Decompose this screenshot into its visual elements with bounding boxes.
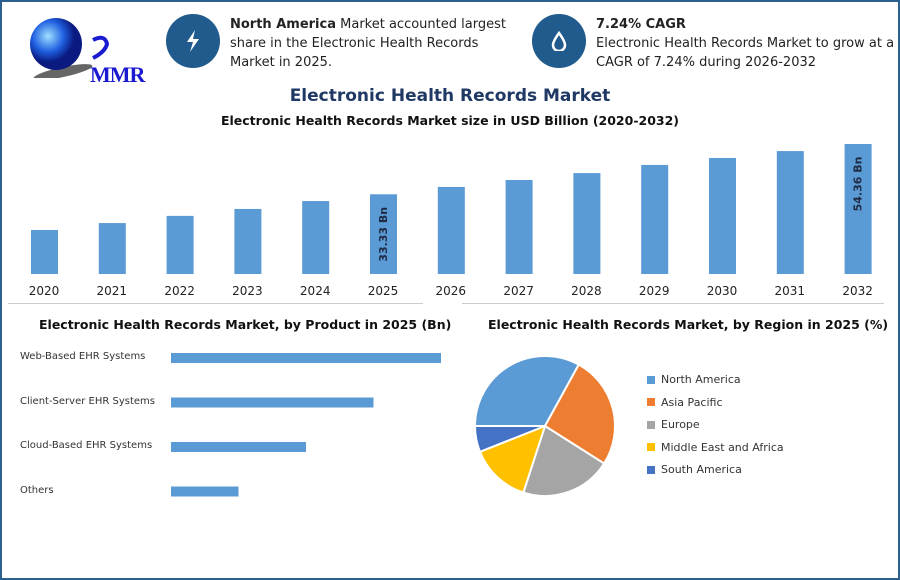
product-bar: [171, 353, 441, 363]
legend-item: Europe: [647, 418, 700, 431]
product-chart-title: Electronic Health Records Market, by Pro…: [39, 317, 452, 332]
cagr-heading: 7.24% CAGR: [596, 17, 686, 32]
bar-2025: [370, 194, 397, 274]
legend-label: Asia Pacific: [661, 395, 723, 409]
info-text: Market accounted largest share in the El…: [230, 17, 506, 70]
divider: [462, 303, 884, 304]
product-bar-chart: [171, 353, 441, 497]
x-tick-label: 2020: [29, 284, 60, 298]
x-tick-label: 2028: [571, 284, 602, 298]
region-chart-title: Electronic Health Records Market, by Reg…: [488, 317, 889, 332]
legend-swatch: [647, 398, 655, 406]
product-bar: [171, 442, 306, 452]
bar-2029: [641, 164, 669, 274]
main-title: Electronic Health Records Market: [289, 86, 611, 106]
legend-item: North America: [647, 373, 741, 386]
product-label: Web-Based EHR Systems: [20, 351, 146, 362]
bar-2020: [31, 229, 58, 274]
x-tick-label: 2022: [164, 284, 195, 298]
bar-chart-title: Electronic Health Records Market size in…: [220, 113, 680, 128]
legend-item: Middle East and Africa: [647, 441, 784, 454]
product-label: Client-Server EHR Systems: [20, 395, 155, 407]
legend-swatch: [647, 465, 655, 474]
x-tick-label: 2031: [775, 284, 806, 298]
bar-2031: [776, 151, 804, 274]
legend-item: South America: [647, 463, 742, 476]
cagr-text: Electronic Health Records Market to grow…: [596, 36, 895, 70]
x-tick-label: 2025: [368, 284, 399, 298]
legend-swatch: [647, 375, 655, 384]
lightning-icon: [166, 14, 220, 68]
pie-slice-south-america: [473, 425, 546, 454]
x-tick-label: 2024: [300, 284, 331, 298]
bar-2022: [166, 215, 194, 274]
pie-slice-asia-pacific: [543, 363, 616, 465]
product-bar: [171, 486, 239, 497]
logo-text: MMR: [90, 62, 145, 87]
bar-2032: [844, 144, 872, 274]
legend-label: South America: [661, 463, 742, 476]
bar-2027: [505, 180, 533, 274]
market-size-bar-chart: 2020 2021 2022 2023 2024 2025 33.33 Bn 2026 2027…: [29, 144, 873, 298]
bar-2028: [573, 173, 601, 274]
data-label: 54.36 Bn: [852, 157, 865, 212]
x-tick-label: 2021: [97, 284, 128, 298]
x-tick-label: 2032: [842, 284, 873, 298]
legend-item: Asia Pacific: [647, 396, 723, 409]
legend-label: Europe: [661, 418, 700, 431]
info-bold: North America: [230, 17, 336, 32]
bar-2024: [302, 201, 330, 274]
bar-2023: [234, 208, 262, 274]
product-bar: [171, 397, 374, 408]
legend-swatch: [647, 420, 655, 429]
x-tick-label: 2023: [232, 284, 263, 298]
x-tick-label: 2027: [503, 284, 534, 298]
divider: [8, 303, 423, 304]
pie-slice-europe: [522, 424, 606, 497]
bar-2021: [98, 223, 126, 274]
data-label: 33.33 Bn: [377, 207, 390, 262]
drop-icon: [532, 14, 586, 68]
legend-label: Middle East and Africa: [661, 440, 784, 454]
pie-slice-middle-east-and-africa: [478, 424, 547, 494]
legend-swatch: [647, 443, 655, 451]
pie-slice-north-america: [473, 355, 581, 427]
north-america-info: North America Market accounted largest s…: [230, 15, 520, 72]
mmr-logo: MMR: [18, 14, 145, 87]
legend-label: North America: [661, 373, 741, 386]
cagr-info: 7.24% CAGR Electronic Health Records Mark…: [596, 15, 896, 72]
bar-2026: [437, 186, 465, 274]
product-label: Others: [20, 484, 54, 496]
bar-2030: [709, 158, 736, 274]
region-pie-chart: [473, 355, 616, 497]
x-tick-label: 2029: [639, 284, 670, 298]
globe-icon: [30, 18, 110, 80]
x-tick-label: 2030: [707, 284, 738, 298]
x-tick-label: 2026: [436, 284, 467, 298]
product-label: Cloud-Based EHR Systems: [20, 440, 153, 451]
